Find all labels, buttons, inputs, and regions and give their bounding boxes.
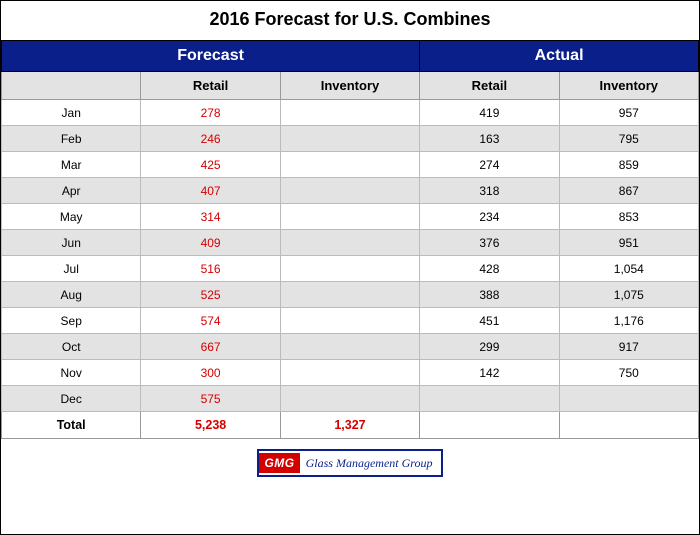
table-row: Jul516 4281,054 [2,256,699,282]
cell-month: Nov [2,360,141,386]
cell-actual-inventory: 867 [559,178,698,204]
title-row: 2016 Forecast for U.S. Combines [2,1,699,41]
cell-forecast-inventory [280,178,419,204]
cell-actual-inventory: 853 [559,204,698,230]
table-row: Jan278 419957 [2,100,699,126]
cell-forecast-inventory [280,152,419,178]
cell-month: Sep [2,308,141,334]
cell-forecast-inventory [280,386,419,412]
cell-month: Oct [2,334,141,360]
total-actual-inventory [559,412,698,439]
table-row: Apr407 318867 [2,178,699,204]
logo-text: Glass Management Group [306,456,433,471]
table-row: Nov300 142750 [2,360,699,386]
cell-forecast-retail: 667 [141,334,280,360]
cell-forecast-retail: 425 [141,152,280,178]
cell-forecast-retail: 300 [141,360,280,386]
cell-month: Feb [2,126,141,152]
logo-badge: GMG [259,453,299,473]
forecast-table: 2016 Forecast for U.S. Combines Forecast… [1,1,699,439]
col-forecast-retail: Retail [141,72,280,100]
table-row: Mar425 274859 [2,152,699,178]
cell-month: Jul [2,256,141,282]
cell-actual-inventory: 1,176 [559,308,698,334]
cell-actual-retail: 451 [420,308,559,334]
cell-month: Apr [2,178,141,204]
cell-forecast-retail: 314 [141,204,280,230]
column-header-row: Retail Inventory Retail Inventory [2,72,699,100]
footer: GMG Glass Management Group [1,449,699,477]
cell-actual-inventory: 859 [559,152,698,178]
total-actual-retail [420,412,559,439]
total-forecast-retail: 5,238 [141,412,280,439]
cell-forecast-retail: 516 [141,256,280,282]
cell-actual-retail: 428 [420,256,559,282]
col-forecast-inventory: Inventory [280,72,419,100]
cell-forecast-retail: 407 [141,178,280,204]
section-forecast: Forecast [2,41,420,72]
cell-forecast-inventory [280,256,419,282]
section-actual: Actual [420,41,699,72]
cell-forecast-inventory [280,282,419,308]
cell-forecast-retail: 525 [141,282,280,308]
table-row: Dec575 [2,386,699,412]
cell-forecast-inventory [280,100,419,126]
total-label: Total [2,412,141,439]
cell-actual-inventory: 957 [559,100,698,126]
table-row: Jun409 376951 [2,230,699,256]
cell-forecast-retail: 278 [141,100,280,126]
cell-forecast-inventory [280,204,419,230]
section-header-row: Forecast Actual [2,41,699,72]
cell-actual-retail [420,386,559,412]
col-actual-retail: Retail [420,72,559,100]
cell-month: Jan [2,100,141,126]
page-title: 2016 Forecast for U.S. Combines [2,1,699,41]
table-row: May314 234853 [2,204,699,230]
cell-actual-retail: 234 [420,204,559,230]
cell-actual-inventory: 795 [559,126,698,152]
cell-month: Aug [2,282,141,308]
cell-actual-inventory [559,386,698,412]
table-row: Sep574 4511,176 [2,308,699,334]
cell-forecast-inventory [280,230,419,256]
cell-actual-retail: 299 [420,334,559,360]
col-blank [2,72,141,100]
cell-forecast-inventory [280,126,419,152]
cell-actual-retail: 376 [420,230,559,256]
cell-actual-retail: 318 [420,178,559,204]
forecast-table-container: 2016 Forecast for U.S. Combines Forecast… [0,0,700,535]
cell-actual-inventory: 917 [559,334,698,360]
cell-actual-retail: 419 [420,100,559,126]
cell-actual-inventory: 1,054 [559,256,698,282]
company-logo: GMG Glass Management Group [257,449,442,477]
cell-month: May [2,204,141,230]
cell-forecast-retail: 409 [141,230,280,256]
cell-forecast-retail: 246 [141,126,280,152]
cell-forecast-inventory [280,334,419,360]
cell-month: Mar [2,152,141,178]
cell-forecast-inventory [280,360,419,386]
table-row: Oct667 299917 [2,334,699,360]
cell-forecast-retail: 574 [141,308,280,334]
cell-forecast-inventory [280,308,419,334]
cell-actual-retail: 388 [420,282,559,308]
cell-actual-retail: 163 [420,126,559,152]
cell-actual-inventory: 1,075 [559,282,698,308]
cell-month: Jun [2,230,141,256]
cell-actual-retail: 142 [420,360,559,386]
col-actual-inventory: Inventory [559,72,698,100]
total-row: Total 5,238 1,327 [2,412,699,439]
total-forecast-inventory: 1,327 [280,412,419,439]
cell-month: Dec [2,386,141,412]
cell-actual-retail: 274 [420,152,559,178]
cell-forecast-retail: 575 [141,386,280,412]
cell-actual-inventory: 750 [559,360,698,386]
table-row: Feb246 163795 [2,126,699,152]
cell-actual-inventory: 951 [559,230,698,256]
table-row: Aug525 3881,075 [2,282,699,308]
